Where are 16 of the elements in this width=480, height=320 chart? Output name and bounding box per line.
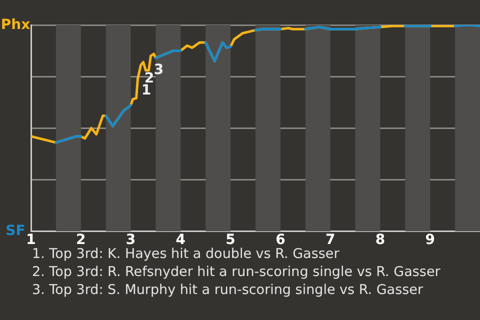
annotation: 1 xyxy=(141,82,152,99)
x-tick-label: 1 xyxy=(26,232,36,248)
x-tick-label: 2 xyxy=(76,232,86,248)
text: 1. Top 3rd: K. Hayes hit a double vs R. Gasser xyxy=(32,246,340,262)
x-tick-label: 7 xyxy=(325,232,336,248)
x-tick-label: 6 xyxy=(276,232,286,248)
x-tick-label: 3 xyxy=(126,232,136,248)
text: Phx xyxy=(0,16,31,35)
text: SF xyxy=(6,223,26,240)
annotation: 3 xyxy=(154,62,164,78)
x-tick-label: 9 xyxy=(425,232,435,248)
x-tick-label: 8 xyxy=(375,232,386,248)
x-tick-label: 5 xyxy=(226,232,236,248)
text: 3. Top 3rd: S. Murphy hit a run-scoring single vs R. Gasser xyxy=(32,281,424,299)
x-tick-label: 4 xyxy=(176,232,186,248)
text: 2. Top 3rd: R. Refsnyder hit a run-scoring single vs R. Gasser xyxy=(32,263,440,281)
